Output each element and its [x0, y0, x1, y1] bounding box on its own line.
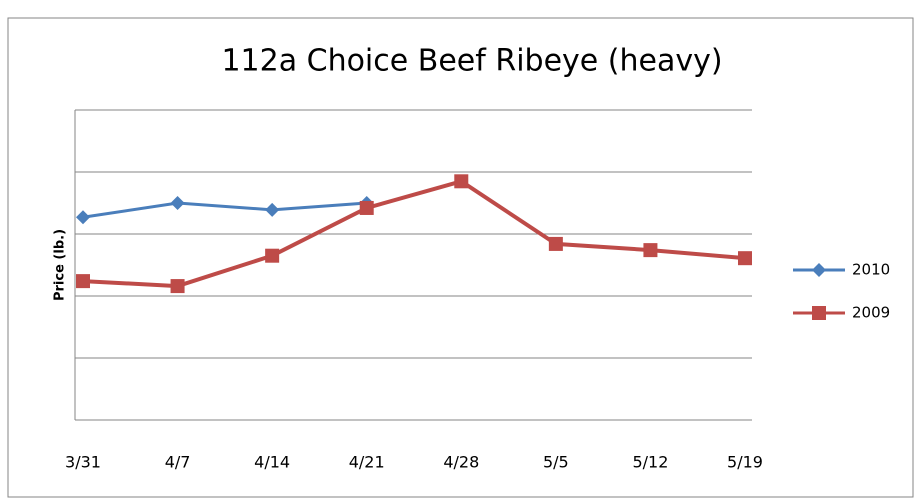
- series-line: [82, 201, 367, 219]
- point: [170, 279, 185, 294]
- x-tick-label: 4/7: [165, 453, 191, 472]
- point: [643, 243, 658, 258]
- legend-label: 2010: [852, 261, 890, 279]
- x-tick-label: 5/12: [632, 453, 668, 472]
- y-axis-label: Price (lb.): [53, 229, 68, 301]
- x-tick-label: 5/19: [727, 453, 763, 472]
- point: [170, 196, 185, 210]
- legend-marker: [812, 263, 826, 277]
- x-tick-label: 4/14: [254, 453, 290, 472]
- legend-label: 2009: [852, 304, 890, 322]
- point: [265, 248, 280, 263]
- x-tick-label: 4/21: [349, 453, 385, 472]
- x-tick-label: 5/5: [543, 453, 569, 472]
- series-line: [82, 179, 746, 289]
- chart-frame: [7, 17, 914, 498]
- point: [359, 200, 374, 215]
- x-tick-label: 3/31: [65, 453, 101, 472]
- point: [76, 274, 90, 289]
- legend-marker: [812, 306, 826, 320]
- point: [738, 251, 752, 266]
- point: [454, 174, 469, 189]
- x-tick-label: 4/28: [443, 453, 479, 472]
- chart-title: 112a Choice Beef Ribeye (heavy): [221, 44, 722, 79]
- point: [265, 202, 280, 217]
- point: [548, 236, 563, 251]
- point: [76, 210, 90, 225]
